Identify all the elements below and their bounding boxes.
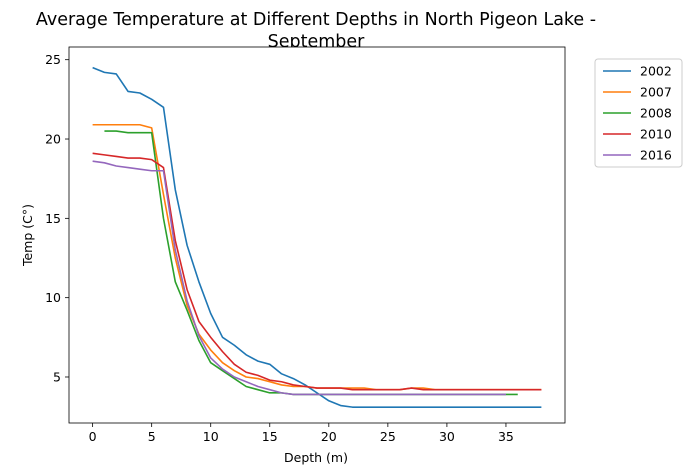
- series-line-2002: [92, 66, 542, 408]
- legend-label-2010: 2010: [640, 127, 672, 142]
- x-tick-label: 25: [380, 429, 396, 444]
- x-axis-ticks: 0 5 10 15 20 25 30 35: [89, 423, 514, 444]
- legend-label-2016: 2016: [640, 148, 672, 163]
- x-tick-label: 15: [262, 429, 278, 444]
- y-tick-label: 25: [45, 52, 61, 67]
- y-tick-label: 20: [45, 132, 61, 147]
- y-axis-ticks: 5 10 15 20 25: [45, 52, 69, 384]
- x-tick-label: 35: [498, 429, 514, 444]
- series-layer: [92, 66, 542, 408]
- plot-frame: [68, 46, 566, 424]
- y-tick-label: 15: [45, 211, 61, 226]
- x-tick-label: 0: [89, 429, 97, 444]
- legend: 2002 2007 2008 2010 2016: [594, 58, 683, 168]
- chart-title-line-1: Average Temperature at Different Depths …: [36, 10, 596, 30]
- y-tick-label: 5: [53, 369, 61, 384]
- plot-area: [69, 47, 565, 423]
- series-line-2016: [92, 160, 506, 396]
- x-tick-label: 5: [148, 429, 156, 444]
- legend-label-2008: 2008: [640, 106, 672, 121]
- legend-label-2002: 2002: [640, 64, 672, 79]
- x-axis-label: Depth (m): [284, 450, 348, 465]
- x-tick-label: 20: [321, 429, 337, 444]
- x-tick-label: 30: [439, 429, 455, 444]
- y-axis-label: Temp (C°): [20, 204, 35, 267]
- y-tick-label: 10: [45, 290, 61, 305]
- x-tick-label: 10: [203, 429, 219, 444]
- legend-label-2007: 2007: [640, 85, 672, 100]
- legend-box: [594, 58, 683, 168]
